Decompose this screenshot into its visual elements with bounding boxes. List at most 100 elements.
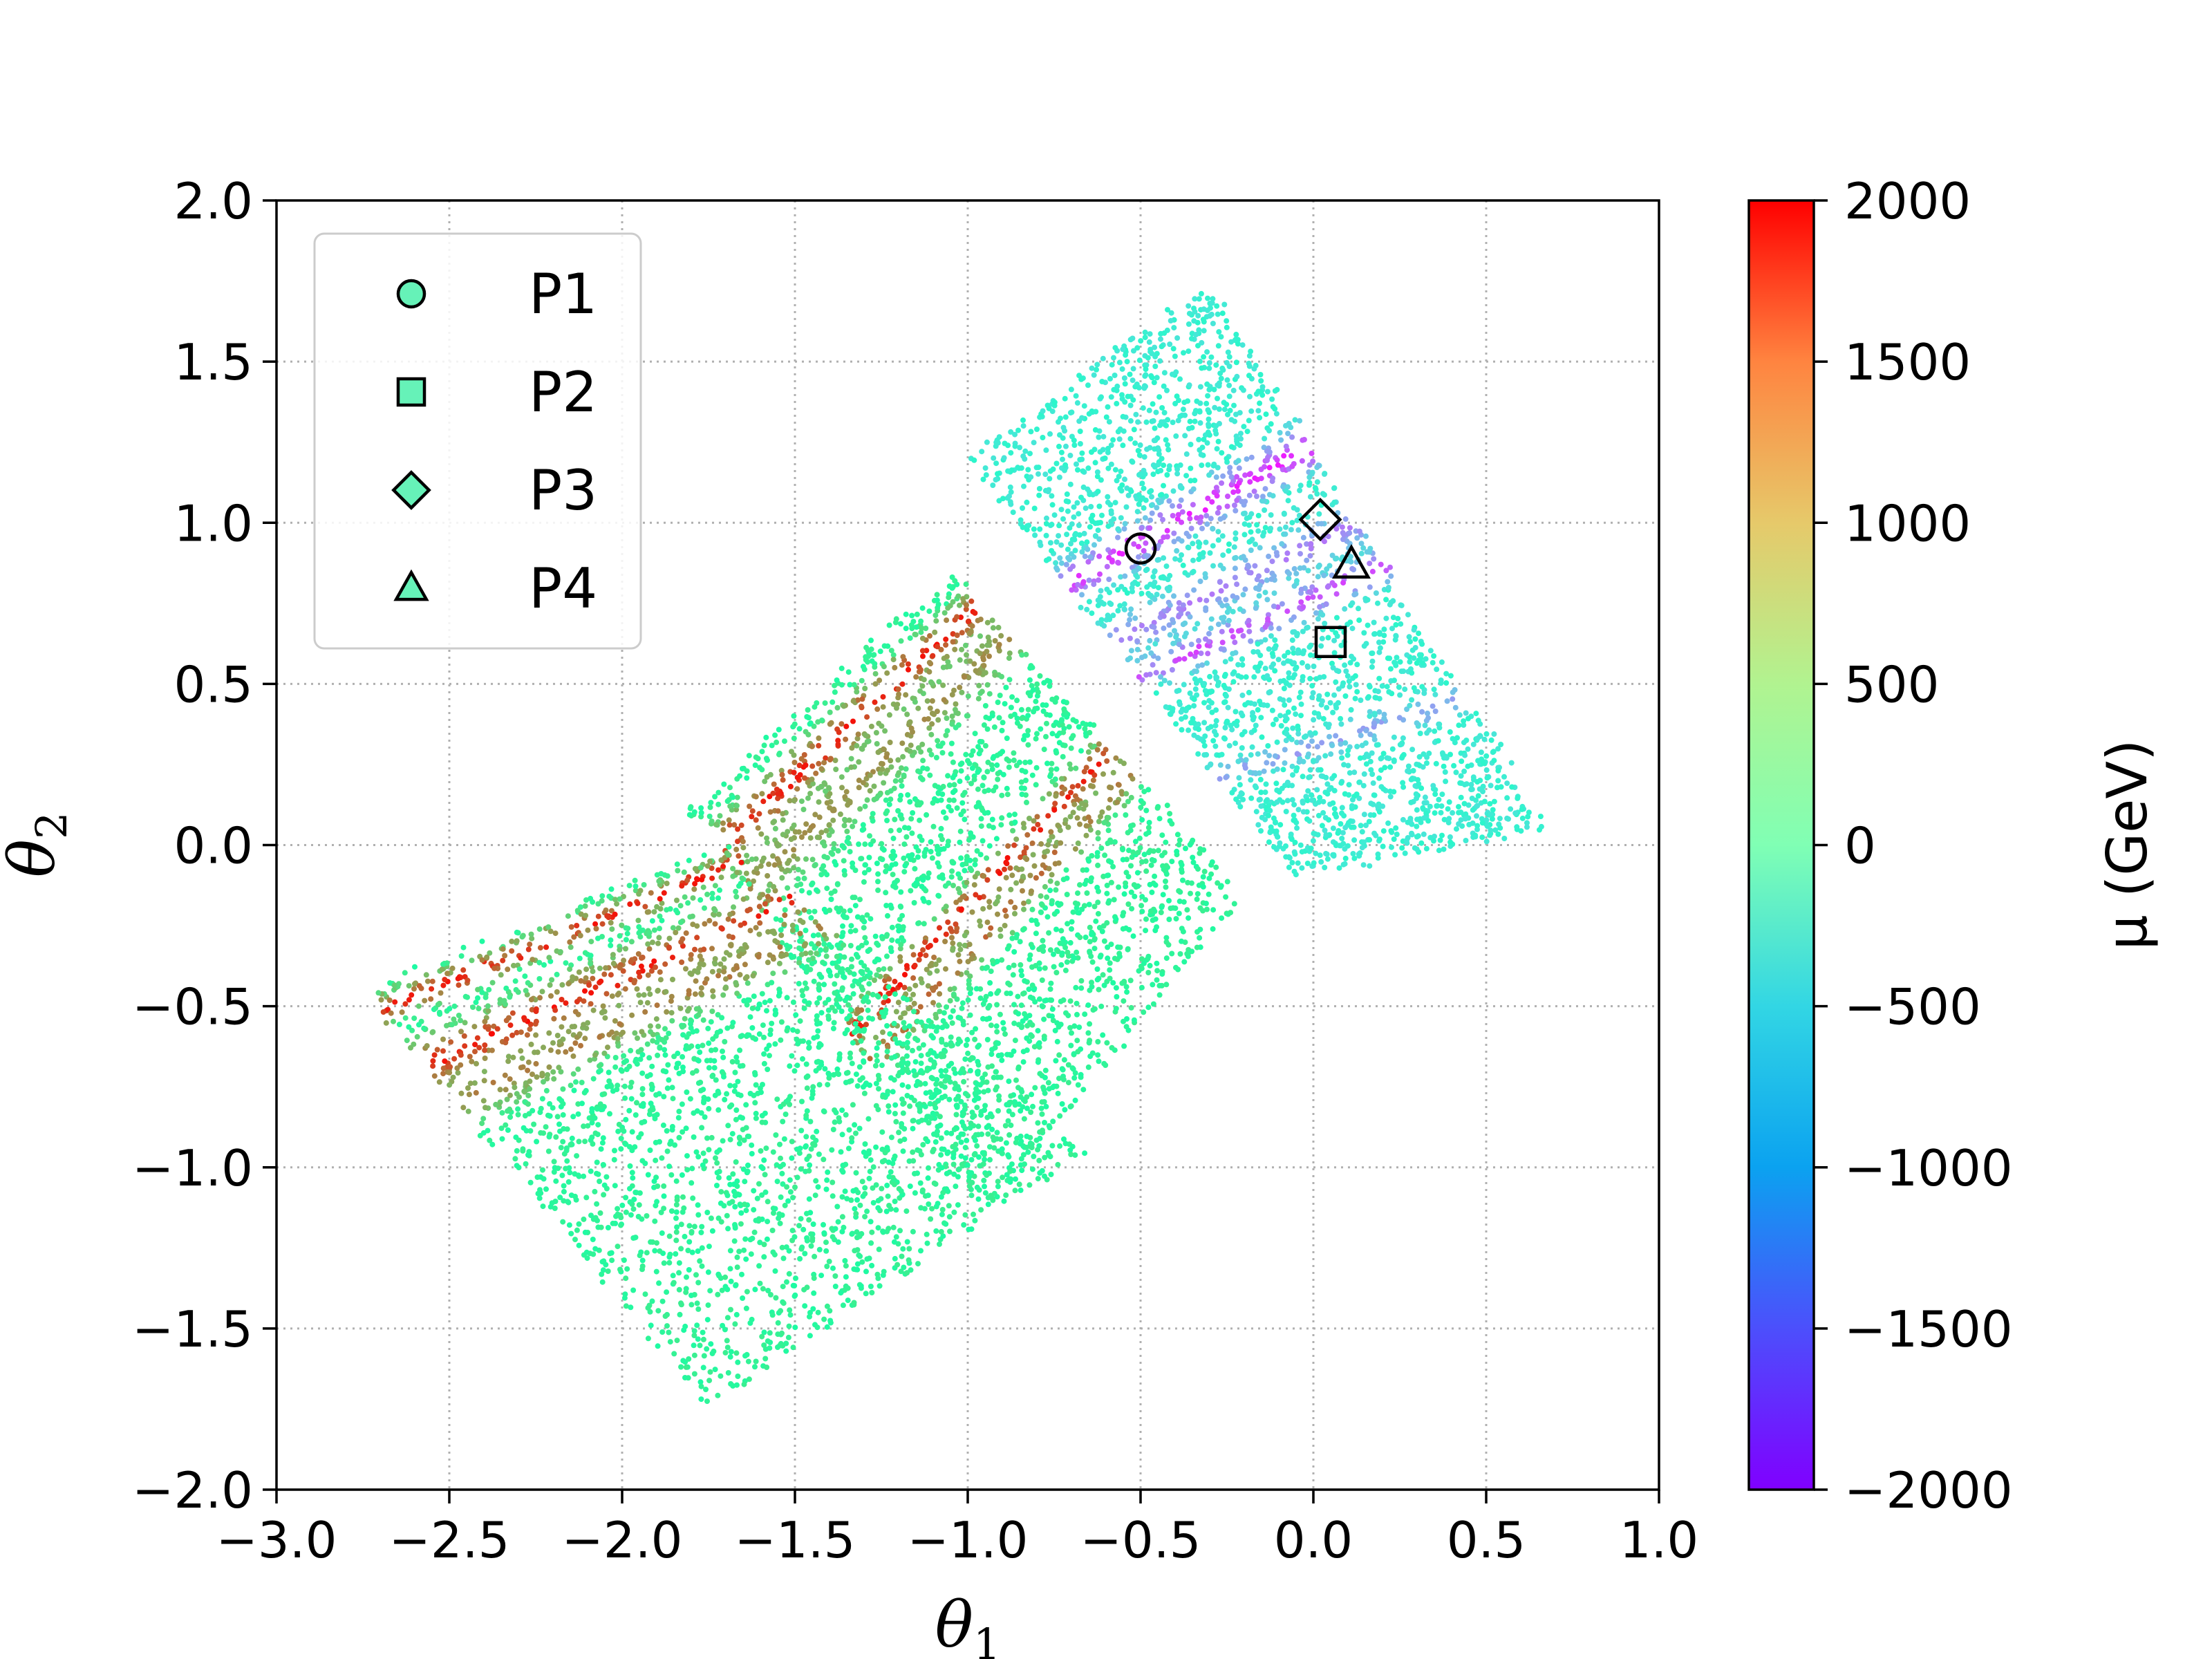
scatter-point	[1292, 417, 1298, 423]
scatter-point	[687, 805, 693, 812]
scatter-point	[1090, 783, 1096, 789]
scatter-point	[1049, 778, 1056, 785]
scatter-point	[1116, 782, 1122, 788]
scatter-point	[954, 1103, 960, 1109]
scatter-point	[1188, 641, 1194, 648]
scatter-point	[1067, 761, 1073, 767]
scatter-point	[940, 664, 946, 671]
scatter-point	[1060, 516, 1066, 522]
scatter-point	[761, 742, 767, 749]
scatter-point	[1358, 550, 1365, 556]
scatter-point	[1281, 660, 1286, 666]
scatter-point	[1121, 428, 1127, 434]
scatter-point	[1197, 518, 1203, 525]
scatter-point	[1208, 354, 1215, 360]
scatter-point	[1156, 992, 1163, 998]
scatter-point	[1301, 619, 1307, 626]
scatter-point	[1262, 789, 1268, 796]
scatter-point	[867, 772, 873, 778]
scatter-point	[910, 1027, 917, 1033]
scatter-point	[1094, 884, 1100, 890]
scatter-point	[1138, 338, 1144, 344]
scatter-point	[1219, 533, 1226, 539]
scatter-point	[1165, 442, 1171, 448]
scatter-point	[1014, 932, 1020, 938]
scatter-point	[1022, 456, 1028, 462]
scatter-point	[1203, 901, 1209, 906]
scatter-point	[890, 986, 896, 993]
scatter-point	[1282, 760, 1288, 766]
scatter-point	[1179, 938, 1185, 944]
scatter-point	[1292, 851, 1298, 857]
scatter-point	[803, 762, 809, 768]
scatter-point	[1239, 662, 1246, 668]
scatter-point	[1074, 796, 1080, 803]
scatter-point	[1170, 420, 1176, 425]
scatter-point	[1371, 556, 1377, 562]
scatter-point	[1114, 799, 1121, 805]
scatter-point	[1045, 813, 1051, 819]
scatter-point	[1274, 739, 1280, 745]
scatter-point	[990, 482, 996, 488]
scatter-point	[1090, 777, 1096, 783]
scatter-point	[1019, 715, 1025, 722]
scatter-point	[782, 907, 788, 913]
scatter-point	[909, 830, 915, 836]
scatter-point	[1024, 527, 1030, 533]
scatter-point	[876, 966, 882, 973]
scatter-point	[1174, 547, 1180, 554]
scatter-point	[1115, 559, 1121, 565]
scatter-point	[1519, 806, 1525, 812]
scatter-point	[1246, 360, 1252, 366]
scatter-point	[916, 957, 922, 963]
scatter-point	[1002, 701, 1008, 707]
scatter-point	[1011, 949, 1018, 955]
scatter-point	[1101, 938, 1107, 944]
scatter-point	[1307, 675, 1313, 682]
scatter-point	[1163, 863, 1170, 869]
scatter-point	[980, 655, 986, 661]
scatter-point	[1263, 798, 1269, 805]
scatter-point	[1119, 366, 1125, 372]
scatter-point	[1138, 525, 1145, 531]
scatter-point	[886, 622, 892, 628]
scatter-point	[1279, 541, 1285, 547]
scatter-point	[1340, 580, 1347, 586]
scatter-point	[1440, 751, 1446, 758]
scatter-point	[1290, 629, 1296, 635]
scatter-point	[1009, 935, 1015, 941]
scatter-point	[958, 615, 964, 620]
scatter-point	[1036, 492, 1042, 498]
scatter-point	[1259, 494, 1266, 500]
scatter-point	[964, 1037, 971, 1043]
scatter-point	[1150, 982, 1156, 988]
scatter-point	[1324, 856, 1331, 862]
scatter-point	[1329, 742, 1335, 749]
scatter-point	[1040, 1004, 1046, 1010]
scatter-point	[920, 1042, 926, 1048]
scatter-point	[1107, 502, 1114, 508]
scatter-point	[1169, 667, 1175, 673]
scatter-point	[997, 926, 1004, 932]
scatter-point	[898, 638, 904, 644]
scatter-point	[1272, 753, 1278, 759]
scatter-point	[991, 724, 997, 730]
scatter-point	[1252, 783, 1258, 789]
scatter-point	[1393, 621, 1399, 628]
scatter-point	[1225, 622, 1231, 628]
scatter-point	[1138, 623, 1145, 628]
scatter-point	[932, 629, 938, 635]
scatter-point	[829, 828, 835, 834]
scatter-point	[1223, 583, 1229, 589]
scatter-point	[1369, 664, 1375, 670]
scatter-point	[734, 803, 740, 809]
scatter-point	[1074, 949, 1080, 955]
scatter-point	[1461, 768, 1468, 774]
scatter-point	[1354, 744, 1360, 749]
scatter-point	[775, 857, 781, 863]
scatter-point	[1349, 824, 1355, 830]
scatter-point	[1491, 758, 1497, 764]
scatter-point	[1105, 445, 1111, 451]
scatter-point	[1123, 352, 1129, 358]
scatter-point	[1312, 730, 1318, 736]
